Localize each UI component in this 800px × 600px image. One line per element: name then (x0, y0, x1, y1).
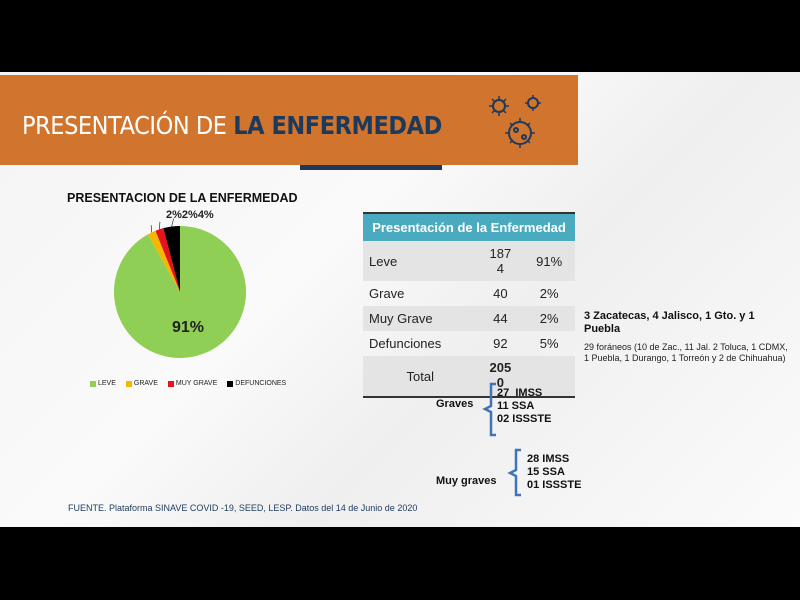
table-row: Muy Grave 44 2% (363, 306, 575, 331)
legend-swatch (167, 380, 174, 387)
row-label: Total (363, 356, 478, 398)
leader-line (159, 221, 161, 230)
row-count: 40 (493, 286, 508, 301)
pie-chart: 91% (113, 218, 246, 358)
pie-slice-leve (113, 226, 246, 358)
row-pct (523, 356, 575, 398)
label-muy-grave: 2% (181, 209, 198, 221)
graves-imss: 27 IMSS (497, 387, 543, 399)
chart-legend: LEVE GRAVE MUY GRAVE DEFUNCIONES (90, 380, 286, 387)
legend-item: MUY GRAVE (167, 380, 218, 387)
label-leve: 91% (172, 319, 204, 336)
small-slice-labels: 2%2%4% (166, 209, 214, 221)
legend-swatch (227, 380, 234, 387)
row-pct: 91% (523, 241, 575, 281)
chart-title: PRESENTACION DE LA ENFERMEDAD (67, 191, 298, 205)
table-row-total: Total 205 0 (363, 356, 575, 398)
pie-slice-grave (147, 230, 180, 292)
row-pct: 2% (523, 306, 575, 331)
table-row: Leve 187 4 91% (363, 241, 575, 281)
row-pct: 2% (539, 286, 559, 301)
states-note: 3 Zacatecas, 4 Jalisco, 1 Gto. y 1 Puebl… (584, 310, 755, 335)
legend-item: LEVE (90, 380, 116, 387)
graves-list: 27 IMSS 11 SSA 02 ISSSTE (497, 387, 551, 426)
table-row: Defunciones 92 5% (363, 331, 575, 356)
row-count: 92 (493, 336, 508, 351)
legend-swatch (90, 380, 96, 387)
muy-graves-list: 28 IMSS 15 SSA 01 ISSSTE (527, 453, 581, 492)
row-label: Defunciones (369, 336, 442, 351)
row-count: 205 0 (477, 356, 524, 398)
title-bold: LA ENFERMEDAD (233, 111, 442, 140)
graves-issste: 02 ISSSTE (497, 413, 552, 425)
legend-item: GRAVE (125, 380, 158, 387)
legend-label: LEVE (98, 380, 116, 387)
row-count: 44 (477, 306, 524, 331)
slide: PRESENTACIÓN DE LA ENFERMEDAD PRESENTACI… (0, 72, 800, 527)
foraneos-note: 29 foráneos (10 de Zac., 11 Jal. 2 Toluc… (584, 342, 788, 363)
page-title: PRESENTACIÓN DE LA ENFERMEDAD (22, 111, 442, 140)
row-count: 187 4 (477, 241, 524, 281)
source-note: FUENTE. Plataforma SINAVE COVID -19, SEE… (68, 503, 418, 513)
muy-graves-issste: 01 ISSSTE (527, 479, 582, 491)
legend-label: DEFUNCIONES (235, 380, 287, 387)
legend-item: DEFUNCIONES (227, 380, 286, 387)
pie-slice-defunciones (163, 226, 180, 292)
row-pct: 5% (539, 336, 559, 351)
pie-slice-muy-grave (155, 228, 180, 292)
graves-label: Graves (436, 398, 474, 410)
title-light: PRESENTACIÓN DE (22, 111, 234, 140)
row-label: Muy Grave (363, 306, 478, 331)
muy-graves-label: Muy graves (436, 475, 497, 487)
muy-graves-brace (507, 448, 521, 497)
legend-label: GRAVE (133, 380, 158, 387)
legend-label: MUY GRAVE (175, 380, 218, 387)
muy-graves-imss: 28 IMSS (527, 453, 570, 465)
virus-icon (489, 95, 541, 148)
label-defunciones: 4% (197, 209, 214, 221)
muy-graves-ssa: 15 SSA (527, 466, 565, 478)
legend-swatch (125, 380, 132, 387)
leader-line (171, 218, 174, 227)
row-label: Leve (363, 241, 478, 281)
table-header: Presentación de la Enfermedad (363, 212, 575, 241)
graves-ssa: 11 SSA (497, 400, 535, 412)
row-label: Grave (369, 286, 405, 301)
graves-brace (482, 382, 496, 437)
label-grave: 2% (166, 209, 182, 221)
table-row: Grave 40 2% (363, 281, 575, 306)
title-banner: PRESENTACIÓN DE LA ENFERMEDAD (0, 75, 578, 170)
title-underline (300, 165, 442, 170)
